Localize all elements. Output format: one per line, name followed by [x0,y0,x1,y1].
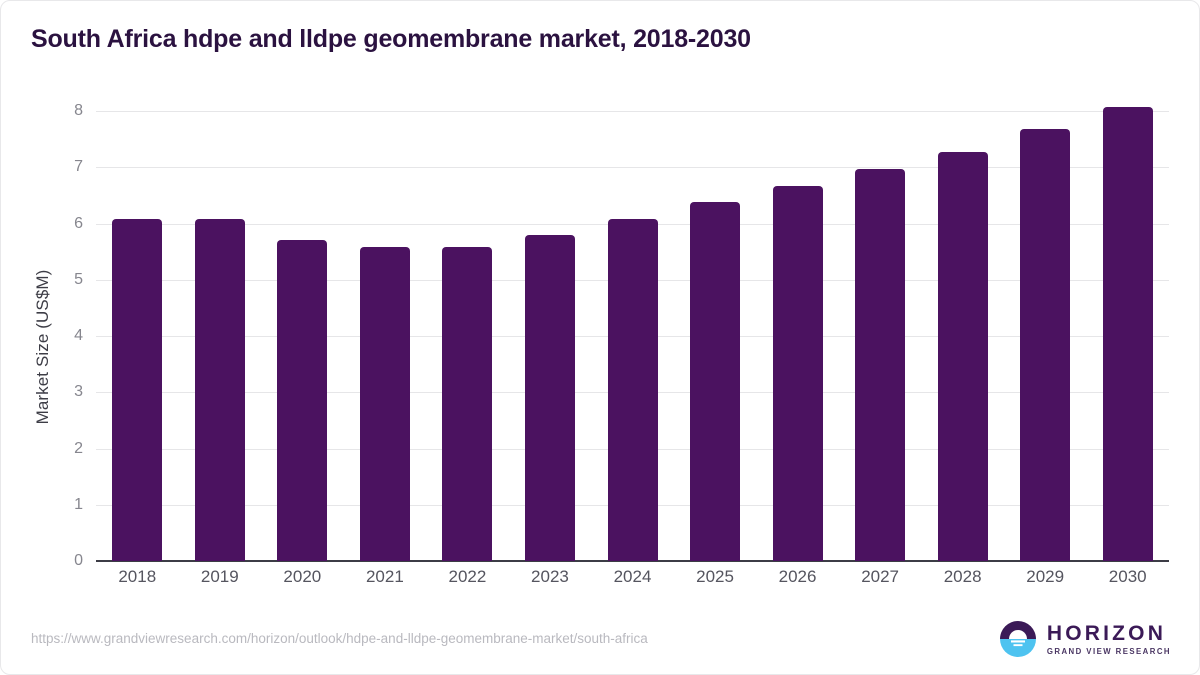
x-tick-label: 2020 [283,567,322,586]
x-axis-baseline [96,560,1169,562]
y-tick-label: 0 [74,552,83,569]
x-tick-label: 2021 [365,567,404,586]
y-tick-label: 1 [74,495,83,513]
bar[interactable] [1020,129,1071,561]
gridline [96,167,1169,169]
bar[interactable] [359,246,410,561]
horizon-logo-text: HORIZON GRAND VIEW RESEARCH [1047,623,1171,656]
x-tick-label: 2030 [1108,567,1147,586]
bar[interactable] [1102,106,1153,561]
bar[interactable] [277,240,328,561]
y-tick-label: 6 [74,214,83,232]
bar[interactable] [194,219,245,561]
x-axis: 2018 2019 2020 2021 2022 2023 2024 2025 2026 2027… [96,567,1169,597]
plot-area [96,106,1169,562]
x-tick-label: 2025 [696,567,734,586]
x-tick-label: 2022 [448,567,487,586]
horizon-logo-icon [999,621,1036,657]
logo-tagline: GRAND VIEW RESEARCH [1046,646,1171,656]
bar[interactable] [442,246,493,561]
bar[interactable] [937,151,988,561]
x-tick-label: 2027 [861,567,900,586]
bar[interactable] [855,168,906,561]
bar[interactable] [112,219,163,561]
x-tick-label: 2028 [943,567,982,586]
bar[interactable] [772,185,823,561]
y-tick-label: 3 [74,383,83,401]
x-tick-label: 2019 [200,567,239,586]
source-url[interactable]: https://www.grandviewresearch.com/horizo… [31,631,648,646]
gridline [96,111,1169,112]
y-tick-label: 5 [74,270,83,288]
x-tick-label: 2029 [1026,567,1065,586]
page-title: South Africa hdpe and lldpe geomembrane … [31,25,751,53]
y-tick-label: 8 [74,102,83,119]
x-tick-label: 2023 [531,567,569,586]
x-tick-label: 2026 [778,567,817,586]
logo-name: HORIZON [1046,621,1167,645]
x-tick-label: 2024 [613,567,652,586]
bar[interactable] [524,235,575,561]
y-axis-title: Market Size (US$M) [33,269,52,425]
horizon-logo[interactable]: HORIZON GRAND VIEW RESEARCH [998,617,1171,661]
x-tick-label: 2018 [118,567,157,586]
y-tick-label: 7 [74,158,83,176]
bar[interactable] [690,202,741,561]
bar[interactable] [607,219,658,561]
y-axis: Market Size (US$M) 0 1 2 3 4 5 6 7 8 [1,103,96,569]
y-tick-label: 2 [74,439,83,457]
y-tick-label: 4 [74,327,83,344]
